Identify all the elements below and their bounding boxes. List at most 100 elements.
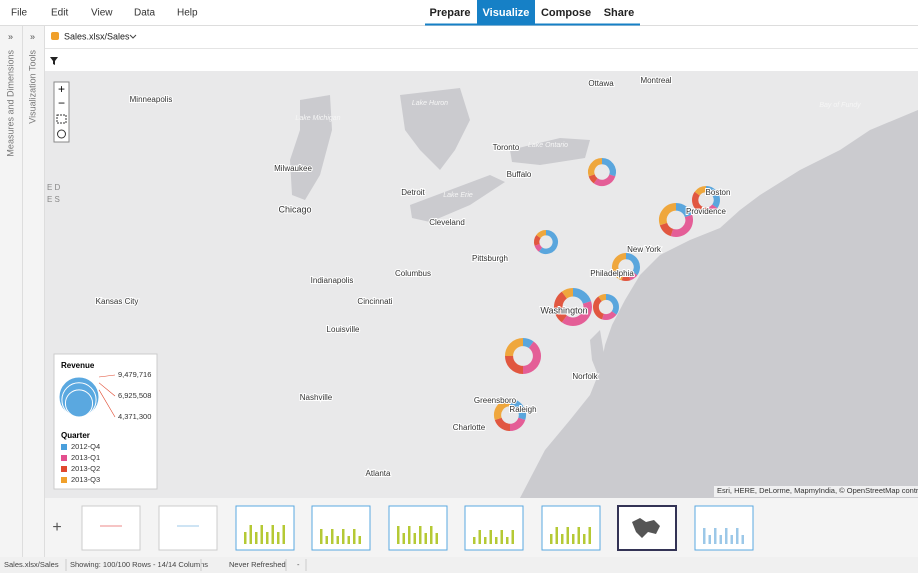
legend-swatch	[61, 466, 67, 472]
thumbnail[interactable]	[158, 505, 218, 551]
bay	[590, 330, 605, 375]
tab-active	[477, 0, 535, 25]
thumb-bar	[708, 535, 711, 544]
zoom-out[interactable]: −	[58, 96, 65, 110]
legend-leader	[98, 382, 116, 397]
donut-segment	[659, 222, 674, 237]
legend-leader	[98, 389, 116, 418]
thumb-bar	[266, 532, 269, 544]
reset-tool[interactable]	[57, 129, 66, 139]
donut-segment	[588, 158, 603, 177]
donut-segment	[705, 186, 720, 209]
menu-item[interactable]: Help	[177, 8, 198, 19]
city-label: New York	[627, 245, 662, 254]
thumb-bar	[572, 534, 575, 544]
menu-item[interactable]: Edit	[51, 8, 68, 19]
legend-swatch	[61, 455, 67, 461]
donut-segment	[612, 253, 627, 281]
thumb-bar	[719, 535, 722, 544]
city-label: Greensboro	[474, 396, 517, 405]
donut-segment	[601, 158, 616, 177]
filter-icon[interactable]	[50, 57, 58, 65]
donut-segment	[561, 301, 592, 326]
donut-segment	[675, 203, 693, 218]
thumb-bar	[583, 534, 586, 544]
map-label: E S	[47, 195, 60, 204]
legend-size-label: 6,925,508	[118, 391, 151, 400]
tab[interactable]: Visualize	[483, 7, 530, 19]
attribution: Esri, HERE, DeLorme, MapmyIndia, © OpenS…	[717, 486, 918, 495]
zoom-in[interactable]: +	[58, 82, 65, 96]
thumb-bar	[577, 527, 580, 544]
dataset-icon	[51, 32, 59, 40]
donut-segment	[494, 399, 511, 420]
legend-leader	[98, 374, 116, 378]
donut-segment	[505, 338, 524, 357]
city-label: Norfolk	[572, 372, 598, 381]
menu-item[interactable]: View	[91, 8, 113, 19]
thumbnail[interactable]	[464, 505, 524, 551]
legend-swatch	[61, 444, 67, 450]
thumb-bar	[500, 530, 503, 544]
thumb-bar	[325, 536, 328, 544]
legend-size-label: 4,371,300	[118, 412, 151, 421]
expand-icon[interactable]: »	[30, 31, 35, 41]
expand-icon[interactable]: »	[8, 31, 13, 41]
thumb-bar	[736, 528, 739, 544]
donut-segment	[670, 214, 693, 237]
thumb-bar	[725, 528, 728, 544]
donut-segment	[692, 191, 711, 214]
legend-box	[53, 353, 158, 490]
lake	[290, 95, 332, 200]
city-label: Montreal	[640, 76, 671, 85]
lake	[410, 175, 505, 222]
select-tool[interactable]	[56, 114, 67, 124]
city-label: Charlotte	[453, 423, 486, 432]
thumb-bar	[358, 536, 361, 544]
legend-item: 2013-Q2	[71, 464, 100, 473]
donut-segment	[601, 310, 617, 320]
ocean	[520, 71, 918, 498]
donut-segment	[605, 294, 619, 315]
thumb-bar	[277, 532, 280, 544]
side-panel-label[interactable]: Measures and Dimensions	[5, 50, 15, 157]
donut-segment	[534, 234, 541, 246]
tab[interactable]: Share	[604, 7, 635, 19]
map-label: E D	[47, 183, 61, 192]
thumb-bar	[255, 532, 258, 544]
donut-segment	[593, 174, 616, 186]
menu-bar	[0, 0, 918, 26]
donut-segment	[505, 355, 524, 374]
water-label: Lake Erie	[443, 192, 473, 199]
side-panel-label[interactable]: Visualization Tools	[27, 50, 37, 124]
thumb-bar	[244, 532, 247, 544]
dataset-name[interactable]: Sales.xlsx/Sales	[64, 31, 130, 41]
city-label: Pittsburgh	[472, 254, 508, 263]
thumb-bar	[484, 537, 487, 544]
tab[interactable]: Compose	[541, 7, 591, 19]
thumbnail[interactable]	[81, 505, 141, 551]
add-button[interactable]: +	[52, 519, 61, 536]
thumb-bar	[550, 534, 553, 544]
donut-segment	[494, 417, 511, 431]
city-label: Washington	[540, 305, 587, 315]
city-label: Philadelphia	[590, 269, 634, 278]
thumb-bar	[260, 525, 263, 544]
legend-swatch	[61, 477, 67, 483]
thumb-bar	[489, 530, 492, 544]
city-label: Columbus	[395, 269, 431, 278]
legend-item: 2013-Q3	[71, 475, 100, 484]
thumb-bar	[430, 526, 433, 544]
menu-item[interactable]: File	[11, 8, 28, 19]
status-text: Never Refreshed	[229, 560, 286, 569]
lake	[510, 138, 590, 165]
thumb-bar	[331, 529, 334, 544]
city-label: Detroit	[401, 188, 425, 197]
water-label: Lake Huron	[412, 100, 448, 107]
menu-item[interactable]: Data	[134, 8, 156, 19]
dropdown-icon[interactable]	[129, 34, 137, 39]
tab[interactable]: Prepare	[430, 7, 471, 19]
donut-segment	[538, 230, 558, 254]
